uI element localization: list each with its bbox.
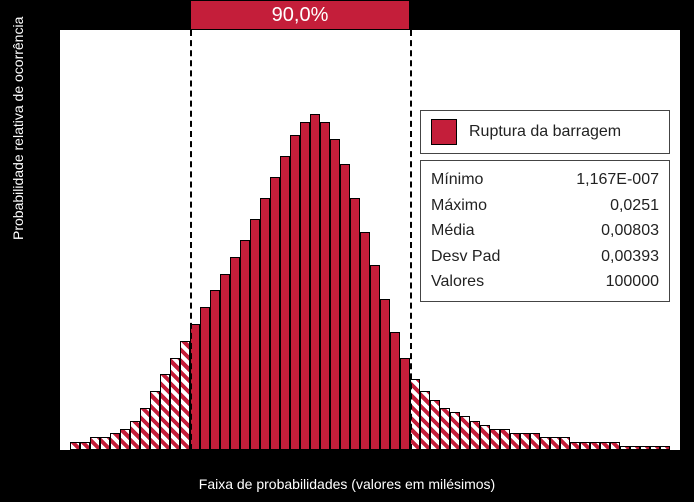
histogram-bar [430,400,440,450]
legend-header: Ruptura da barragem [420,110,670,154]
y-axis-label: Probabilidade relativa de ocorrência [10,17,26,240]
histogram-bar [110,433,120,450]
histogram-bar [590,442,600,450]
histogram-bar [150,391,160,450]
stat-row: Valores 100000 [431,269,659,295]
histogram-bar [580,442,590,450]
stat-value: 0,00803 [601,218,659,244]
histogram-bar [300,122,310,450]
x-axis-label: Faixa de probabilidades (valores em milé… [199,476,495,492]
histogram-bar [70,442,80,450]
chart-container: 90,0% Ruptura da barragem Mínimo1,167E-0… [60,30,680,450]
histogram-bar [340,164,350,450]
histogram-bar [140,408,150,450]
histogram-bar [650,446,660,450]
legend-swatch [431,119,457,145]
histogram-bar [620,446,630,450]
stat-row: Média 0,00803 [431,218,659,244]
histogram-bar [260,198,270,450]
histogram-bar [160,374,170,450]
stat-label: Máximo [431,193,487,219]
histogram-bar [490,429,500,450]
histogram-bar [350,198,360,450]
confidence-vline [410,30,412,450]
histogram-bar [610,442,620,450]
histogram-bar [280,156,290,450]
histogram-bar [530,433,540,450]
histogram-bar [550,437,560,450]
histogram-bar [630,446,640,450]
stat-label: Desv Pad [431,244,500,270]
histogram-bar [600,442,610,450]
histogram-bar [230,257,240,450]
histogram-bar [400,358,410,450]
histogram-bar [500,429,510,450]
legend-box: Ruptura da barragem Mínimo1,167E-007Máxi… [420,110,670,302]
histogram-bar [100,437,110,450]
stats-table: Mínimo 1,167E-007 Máximo 0,0251 Média 0,00803… [420,160,670,302]
stat-value: 1,167E-007 [576,167,659,193]
histogram-bar [470,421,480,450]
histogram-bar [220,274,230,450]
histogram-bar [480,425,490,450]
histogram-bar [80,442,90,450]
stat-row: Máximo 0,0251 [431,193,659,219]
histogram-bar [460,416,470,450]
histogram-bar [540,437,550,450]
histogram-bar [570,442,580,450]
stat-label: Valores [431,269,484,295]
histogram-bar [510,433,520,450]
histogram-bar [420,391,430,450]
histogram-bar [250,219,260,450]
stat-label: Mínimo [431,167,483,193]
histogram-bar [660,446,670,450]
histogram-bar [560,437,570,450]
histogram-bar [290,135,300,450]
confidence-band: 90,0% [190,0,410,30]
histogram-bar [370,265,380,450]
histogram-bar [390,332,400,450]
histogram-bar [640,446,650,450]
histogram-bar [320,122,330,450]
histogram-bar [520,433,530,450]
histogram-bar [450,412,460,450]
stat-value: 0,00393 [601,244,659,270]
stat-row: Desv Pad 0,00393 [431,244,659,270]
histogram-bar [130,421,140,450]
stat-value: 100000 [606,269,659,295]
histogram-bar [180,341,190,450]
histogram-bar [170,358,180,450]
legend-title: Ruptura da barragem [469,123,621,141]
histogram-bar [270,177,280,450]
histogram-bar [310,114,320,450]
stat-label: Média [431,218,475,244]
histogram-bar [210,290,220,450]
histogram-bar [330,139,340,450]
histogram-bar [380,299,390,450]
histogram-bar [240,240,250,450]
stat-row: Mínimo 1,167E-007 [431,167,659,193]
histogram-bar [440,408,450,450]
stat-value: 0,0251 [610,193,659,219]
histogram-bar [200,307,210,450]
histogram-bar [90,437,100,450]
confidence-label: 90,0% [272,4,329,27]
confidence-vline [190,30,192,450]
histogram-bar [360,232,370,450]
histogram-bar [120,429,130,450]
